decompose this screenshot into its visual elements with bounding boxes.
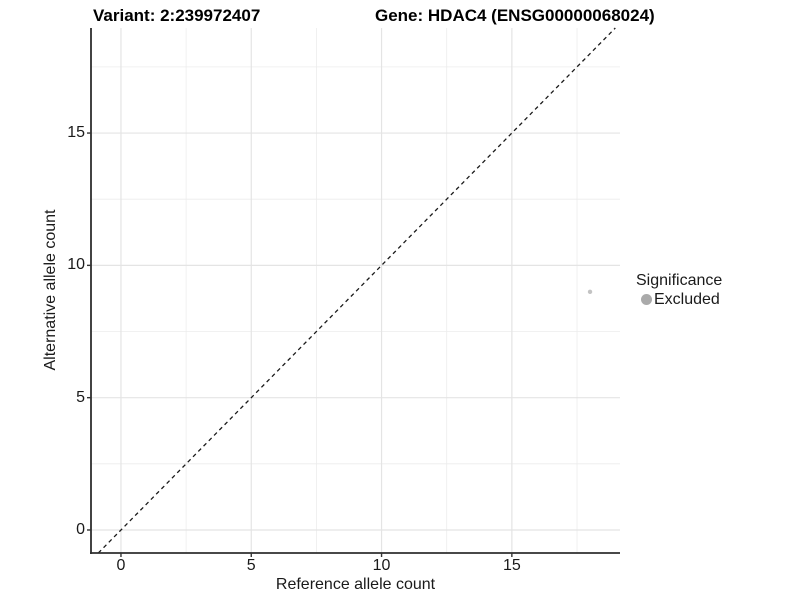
legend-title: Significance [636, 272, 723, 289]
identity-dashed-line [97, 27, 616, 554]
y-tick-label: 5 [76, 388, 85, 406]
y-tick-label: 15 [67, 124, 85, 142]
x-axis-label: Reference allele count [275, 576, 436, 593]
x-tick-label: 0 [116, 557, 126, 574]
y-tick-label: 0 [76, 520, 85, 538]
legend-item-excluded: Excluded [633, 290, 722, 309]
legend-item-label: Excluded [654, 291, 720, 308]
variant-title: Variant: 2:239972407 [93, 6, 261, 25]
x-tick-label: 15 [502, 557, 521, 574]
y-axis-label: Alternative allele count [42, 209, 59, 371]
x-tick-label: 5 [246, 557, 256, 574]
legend-key-dot-icon [641, 294, 652, 305]
x-tick-label: 10 [372, 557, 391, 574]
gene-title: Gene: HDAC4 (ENSG00000068024) [375, 6, 655, 25]
data-point [587, 289, 593, 295]
legend: Significance Excluded [633, 271, 722, 309]
y-tick-label: 10 [67, 256, 85, 274]
